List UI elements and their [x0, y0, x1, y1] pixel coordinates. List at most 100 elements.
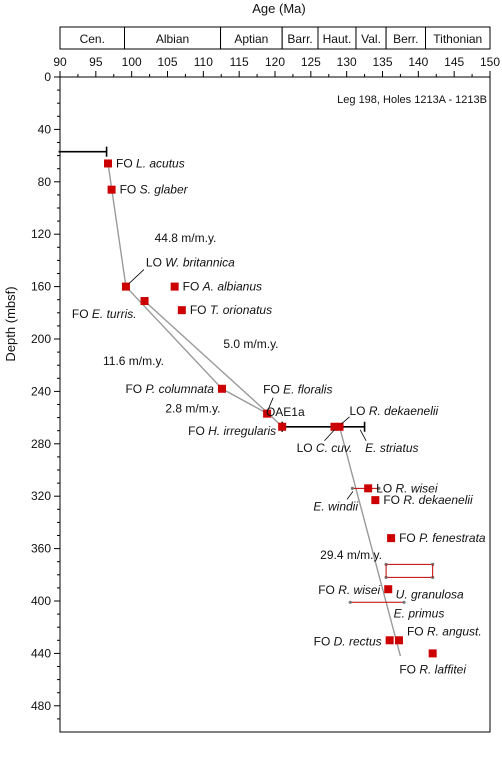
x-tick-label: 90	[53, 55, 67, 69]
datum-point	[330, 422, 339, 431]
datum-point	[394, 636, 403, 645]
stage-label: Albian	[156, 32, 189, 46]
leader-line	[359, 429, 367, 441]
stage-box	[425, 26, 491, 50]
x-tick-label: 115	[230, 55, 249, 69]
datum-point	[384, 585, 393, 594]
x-tick-label: 120	[265, 55, 285, 69]
datum-label: FO D. rectus	[314, 634, 382, 648]
datum-label: FO R. laffitei	[399, 662, 466, 676]
rate-label: 29.4 m/m.y.	[320, 548, 382, 562]
y-tick-label: 0	[44, 70, 51, 84]
side-label: E. striatus	[365, 441, 418, 455]
range-bar-end	[384, 575, 388, 580]
x-axis: 90 95 100 105 110 115 120 125 130 135 140 145 150	[53, 55, 500, 77]
rate-line	[107, 163, 127, 287]
side-label: E. primus	[394, 606, 445, 620]
datum-label: FO P. columnata	[125, 382, 214, 396]
y-tick-label: 160	[31, 280, 51, 294]
datum-point	[104, 159, 113, 168]
y-tick-label: 80	[38, 175, 52, 189]
x-tick-label: 125	[301, 55, 321, 69]
leader-line	[346, 491, 354, 500]
x-tick-label: 150	[480, 55, 500, 69]
datum-point	[217, 384, 226, 393]
datum-label: FO S. glaber	[120, 183, 189, 197]
x-tick-label: 110	[194, 55, 213, 69]
y-tick-label: 400	[31, 594, 51, 608]
datum-point	[107, 185, 116, 194]
datum-point	[385, 636, 394, 645]
rate-label: 2.8 m/m.y.	[165, 401, 220, 415]
datum-label: LO R. wisei	[376, 481, 438, 495]
leader-line	[128, 269, 145, 284]
range-bar-end	[350, 486, 354, 490]
y-tick-label: 200	[31, 332, 51, 346]
stage-label: Barr.	[287, 32, 312, 46]
chart-annotation: Leg 198, Holes 1213A - 1213B	[337, 94, 487, 106]
x-tick-label: 100	[122, 55, 142, 69]
range-bar-end	[348, 600, 352, 604]
stage-label: Berr.	[393, 32, 418, 46]
x-tick-label: 135	[372, 55, 392, 69]
datum-point	[387, 534, 396, 543]
datum-label: FO A. albianus	[183, 280, 262, 294]
datum-label: FO R. dekaenelii	[383, 493, 473, 507]
datum-label: FO H. irregularis	[188, 424, 276, 438]
range-bar-end	[431, 575, 435, 580]
datum-labels: FO L. acutus FO S. glaber LO W. britannica…	[72, 156, 486, 676]
y-tick-label: 320	[31, 489, 51, 503]
rate-label: 44.8 m/m.y.	[155, 231, 217, 245]
rate-line	[338, 426, 402, 657]
side-label: E. windii	[313, 499, 358, 513]
datum-point	[428, 649, 437, 658]
x-tick-label: 140	[408, 55, 428, 69]
datum-point	[335, 422, 344, 431]
y-tick-label: 440	[31, 646, 51, 660]
datum-point	[263, 409, 272, 418]
y-axis-title: Depth (mbsf)	[3, 286, 18, 361]
datum-point	[278, 422, 287, 431]
x-tick-label: 145	[444, 55, 464, 69]
x-tick-label: 95	[89, 55, 103, 69]
leader-line	[341, 416, 350, 425]
stage-label: Tithonian	[433, 32, 482, 46]
datum-label: FO R. wisei	[318, 583, 380, 597]
datum-point	[140, 297, 149, 306]
y-tick-label: 480	[31, 699, 51, 713]
datum-point	[371, 496, 380, 505]
stage-label: Haut.	[323, 32, 352, 46]
datum-point	[177, 306, 186, 315]
datum-label: FO P. fenestrata	[399, 531, 486, 545]
stage-bar: Cen. Albian Aptian Barr. Haut. Val. Berr. Titho…	[59, 26, 491, 50]
rate-label: 5.0 m/m.y.	[223, 337, 278, 351]
y-tick-label: 280	[31, 437, 51, 451]
datum-label: FO E. turris.	[72, 307, 137, 321]
datum-points	[104, 159, 437, 658]
range-bar-end	[377, 486, 381, 490]
datum-point	[170, 282, 179, 291]
y-tick-label: 120	[31, 227, 51, 241]
range-bar-end	[402, 600, 406, 604]
datum-label: LO C. cuv.	[297, 441, 353, 455]
leader-line	[324, 429, 335, 442]
datum-label: OAE1a	[266, 405, 305, 419]
datum-point	[121, 282, 130, 291]
side-label: U. granulosa	[396, 587, 464, 601]
stage-label: Val.	[361, 32, 381, 46]
datum-label: LO R. dekaenelii	[350, 404, 439, 418]
datum-point	[364, 484, 373, 493]
datum-label: FO T. orionatus	[190, 303, 272, 317]
datum-label: FO E. floralis	[263, 383, 332, 397]
rate-label: 11.6 m/m.y.	[103, 354, 164, 368]
leader-line	[267, 397, 274, 410]
x-tick-label: 105	[157, 55, 177, 69]
rate-lines: 44.8 m/m.y. 11.6 m/m.y. 5.0 m/m.y. 2.8 m/m.…	[103, 163, 402, 657]
x-tick-label: 130	[337, 55, 357, 69]
y-tick-label: 360	[31, 542, 51, 556]
y-tick-label: 240	[31, 384, 51, 398]
y-axis: 0 40 80 120 160 200 240 280 320 360 400 440 480	[31, 70, 60, 720]
datum-label: FO L. acutus	[116, 156, 185, 170]
stage-label: Cen.	[80, 32, 105, 46]
